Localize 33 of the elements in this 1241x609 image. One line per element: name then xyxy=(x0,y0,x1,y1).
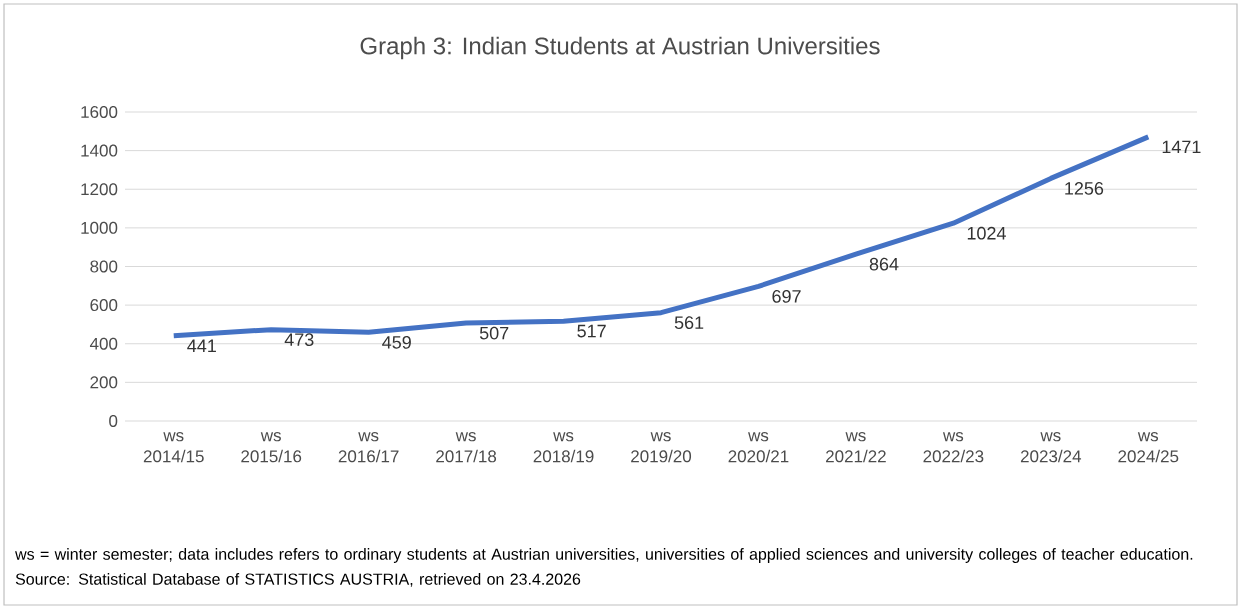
y-tick-label: 1200 xyxy=(81,183,118,196)
data-label: 1024 xyxy=(967,226,1006,240)
data-label: 697 xyxy=(772,290,801,303)
data-label: 507 xyxy=(479,326,509,340)
data-label: 473 xyxy=(284,333,314,347)
x-tick-label: ws 2015/16 xyxy=(241,432,302,463)
x-tick-label: ws 2020/21 xyxy=(728,432,789,463)
y-tick-label: 1400 xyxy=(81,144,118,157)
x-tick-label: ws 2023/24 xyxy=(1020,432,1082,463)
x-tick-label: ws 2017/18 xyxy=(436,432,497,463)
x-tick-label: ws 2016/17 xyxy=(338,432,399,463)
y-tick-label: 200 xyxy=(90,376,118,389)
data-label: 441 xyxy=(187,339,216,353)
x-tick-label: ws 2014/15 xyxy=(143,432,204,463)
y-tick-label: 400 xyxy=(89,337,118,350)
y-tick-label: 1000 xyxy=(81,221,118,234)
y-tick-label: 600 xyxy=(90,299,118,312)
data-label: 1471 xyxy=(1162,140,1201,154)
text: ws = winter semester; data includes refers to ordinary students at Austrian universities, universities of applied sciences and university colleges of teacher education. Source: Statistical Database of STATISTICS AUSTRIA, retrieved on 23.4.2026 xyxy=(15,548,1193,587)
data-label: 1256 xyxy=(1065,182,1104,195)
x-tick-label: ws 2024/25 xyxy=(1118,432,1179,463)
data-label: 459 xyxy=(382,335,411,349)
chart-title: Graph 3: Indian Students at Austrian Universities xyxy=(360,36,880,60)
x-tick-label: ws 2018/19 xyxy=(533,432,594,463)
data-label: 561 xyxy=(674,316,704,330)
y-tick-label: 0 xyxy=(109,414,118,427)
data-label: 517 xyxy=(577,324,606,338)
x-tick-label: ws 2019/20 xyxy=(631,432,692,463)
x-tick-label: ws 2021/22 xyxy=(826,432,886,463)
y-tick-label: 800 xyxy=(90,260,118,273)
x-tick-label: ws 2022/23 xyxy=(923,432,984,463)
data-label: 864 xyxy=(869,257,899,271)
y-tick-label: 1600 xyxy=(81,105,118,118)
